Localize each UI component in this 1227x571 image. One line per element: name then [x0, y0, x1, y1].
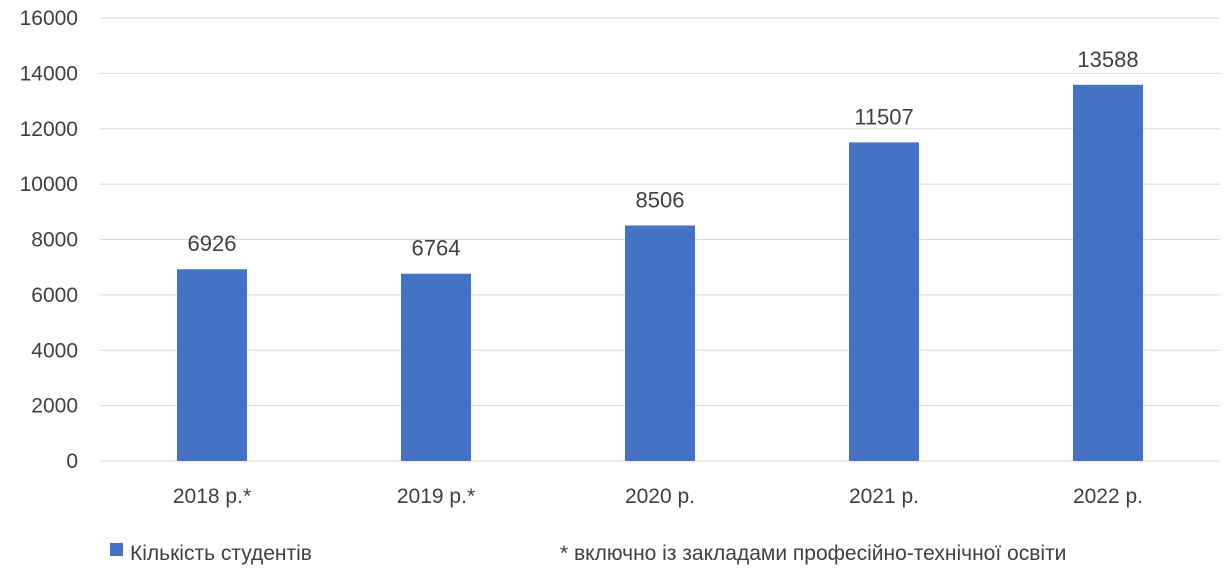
bar-value-label: 6926 — [188, 231, 237, 256]
x-category-label: 2021 р. — [849, 485, 919, 508]
y-tick-label: 14000 — [20, 62, 78, 85]
y-tick-label: 8000 — [31, 229, 78, 252]
x-category-label: 2019 р.* — [397, 485, 475, 508]
bars — [177, 84, 1143, 461]
data-labels: 6926 6764 8506 11507 13588 — [188, 47, 1139, 261]
y-tick-label: 16000 — [20, 7, 78, 30]
y-tick-label: 6000 — [31, 284, 78, 307]
y-axis-ticks: 0 2000 4000 6000 8000 10000 12000 14000 16000 — [20, 7, 78, 473]
bar — [401, 273, 471, 461]
y-tick-label: 4000 — [31, 339, 78, 362]
footnote: * включно із закладами професійно-техніч… — [560, 542, 1066, 565]
y-tick-label: 0 — [66, 450, 78, 473]
x-category-label: 2022 р. — [1073, 485, 1143, 508]
bar — [177, 269, 247, 461]
x-axis-categories: 2018 р.* 2019 р.* 2020 р. 2021 р. 2022 р. — [173, 485, 1143, 508]
bar — [625, 225, 695, 461]
bar-value-label: 11507 — [854, 104, 914, 129]
y-tick-label: 12000 — [20, 118, 78, 141]
bar — [849, 142, 919, 461]
legend-swatch-icon — [110, 543, 123, 556]
y-tick-label: 2000 — [31, 395, 78, 418]
bar — [1073, 84, 1143, 461]
x-category-label: 2018 р.* — [173, 485, 251, 508]
legend-entry: Кількість студентів — [130, 542, 312, 565]
bar-value-label: 6764 — [412, 236, 461, 261]
x-category-label: 2020 р. — [625, 485, 695, 508]
bar-value-label: 13588 — [1077, 47, 1138, 72]
bar-value-label: 8506 — [636, 187, 685, 212]
y-tick-label: 10000 — [20, 173, 78, 196]
legend: Кількість студентів — [110, 542, 312, 565]
